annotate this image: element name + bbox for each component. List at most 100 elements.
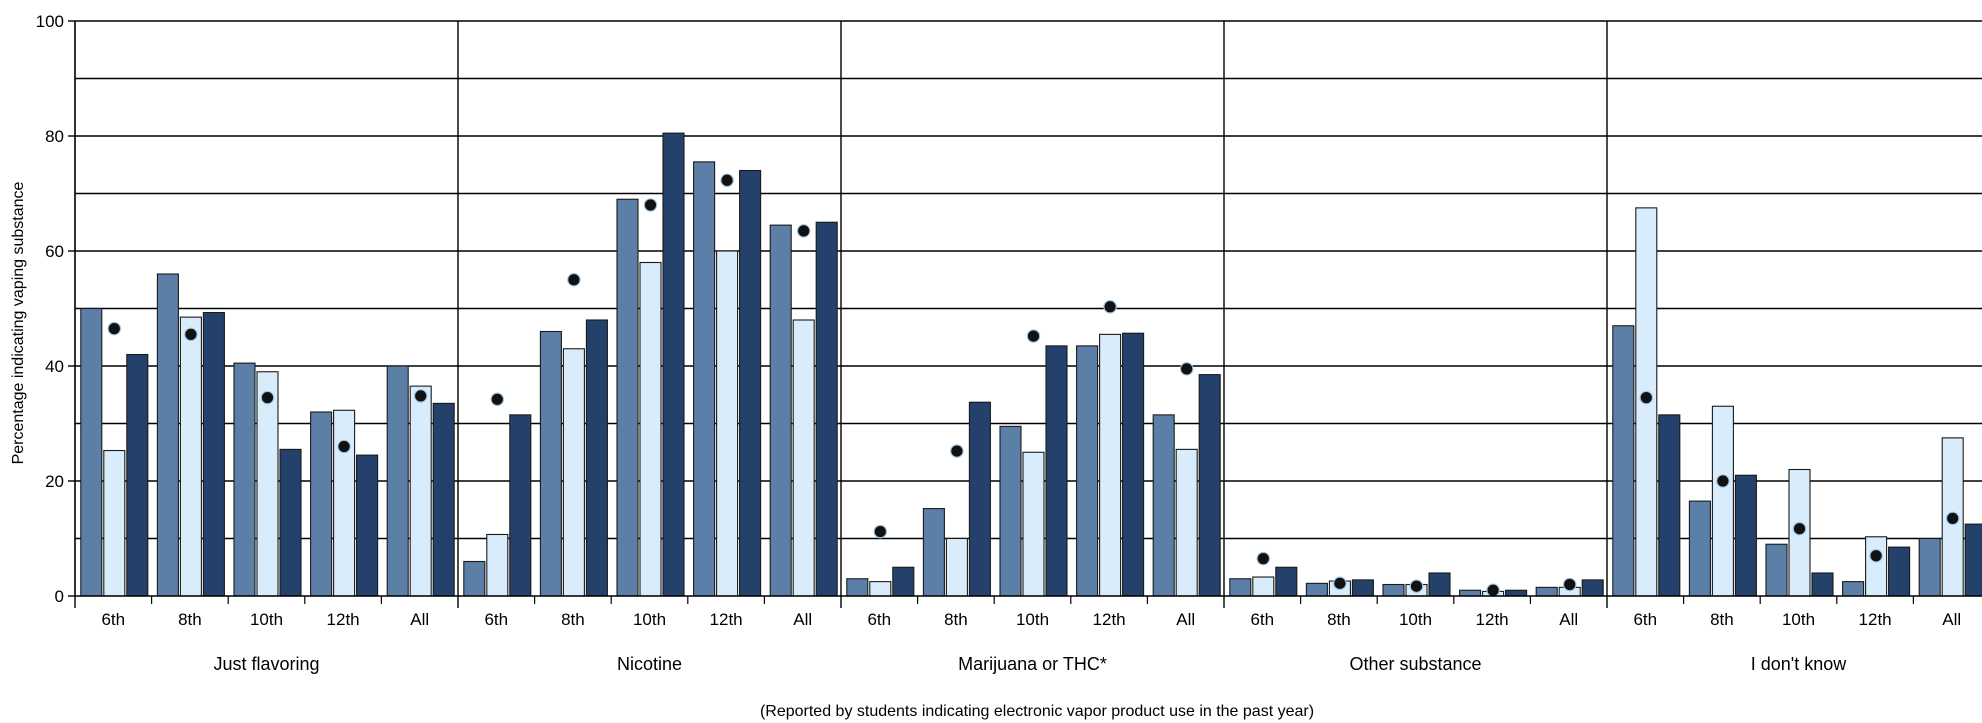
category-label: 12th <box>1093 610 1126 629</box>
category-label: 10th <box>1399 610 1432 629</box>
bar <box>1918 537 1941 597</box>
bar <box>922 508 945 597</box>
bar <box>1351 579 1374 597</box>
bar <box>1535 586 1558 597</box>
data-marker <box>1792 521 1807 536</box>
data-marker <box>643 198 658 212</box>
bar <box>1658 414 1681 597</box>
category-label: 12th <box>1476 610 1509 629</box>
bar <box>1175 448 1198 597</box>
bar <box>179 316 202 597</box>
bar <box>126 353 149 597</box>
bar <box>1152 414 1175 597</box>
y-tick-label: 60 <box>45 242 64 261</box>
chart-footnote: (Reported by students indicating electro… <box>760 703 1314 720</box>
bar <box>1076 345 1099 597</box>
bar <box>1275 566 1298 597</box>
bar <box>386 365 409 597</box>
bar <box>409 385 432 597</box>
y-axis-label: Percentage indicating vaping substance <box>10 181 27 464</box>
data-marker <box>1179 362 1194 376</box>
bar <box>562 348 585 597</box>
data-marker <box>184 327 198 342</box>
category-label: 6th <box>101 610 125 629</box>
bar <box>103 449 126 597</box>
bar <box>945 537 968 597</box>
bar <box>1964 523 1982 597</box>
bar <box>716 250 739 597</box>
category-label: 6th <box>1250 610 1274 629</box>
data-marker <box>490 392 505 407</box>
bar <box>1428 572 1451 597</box>
bar <box>1022 451 1045 597</box>
bar <box>968 401 991 597</box>
data-marker <box>950 444 964 458</box>
y-tick-label: 20 <box>45 472 64 491</box>
y-tick-label: 80 <box>45 127 64 146</box>
data-marker <box>796 224 811 238</box>
bar <box>892 566 915 597</box>
data-marker <box>1409 579 1424 594</box>
data-marker <box>873 524 888 539</box>
data-marker <box>413 389 428 403</box>
bar <box>256 371 279 597</box>
group-label: Marijuana or THC* <box>958 654 1107 674</box>
bar <box>815 221 838 597</box>
data-marker <box>1639 390 1654 405</box>
bar <box>662 132 685 597</box>
data-marker <box>1333 576 1347 591</box>
group-label: Just flavoring <box>213 654 319 674</box>
bars <box>80 132 1982 597</box>
category-label: 10th <box>250 610 283 629</box>
labels: 6th 8th 10th 12th All Just flavoring 6th 8th 10t… <box>101 610 1961 674</box>
bar <box>1888 546 1911 597</box>
axes: 0 20 40 60 80 100 <box>36 12 1982 608</box>
bar <box>80 307 103 597</box>
y-tick-label: 0 <box>55 587 64 606</box>
category-label: 8th <box>561 610 585 629</box>
bar <box>1765 543 1788 597</box>
category-label: 8th <box>1327 610 1351 629</box>
category-label: 8th <box>944 610 968 629</box>
bar <box>509 414 532 597</box>
y-tick-label: 40 <box>45 357 64 376</box>
bar <box>1505 589 1528 597</box>
bar <box>693 161 716 597</box>
bar <box>1099 333 1122 597</box>
data-marker <box>1562 577 1577 592</box>
category-label: 10th <box>1782 610 1815 629</box>
bar <box>432 402 455 597</box>
data-marker <box>1256 551 1271 566</box>
bar <box>202 311 225 597</box>
data-marker <box>107 321 122 336</box>
bar <box>792 319 815 597</box>
bar <box>769 224 792 597</box>
data-marker <box>1869 548 1883 563</box>
category-label: 12th <box>327 610 360 629</box>
category-label: All <box>410 610 429 629</box>
data-marker <box>337 439 351 454</box>
bar <box>1198 374 1221 597</box>
bar <box>1122 332 1145 597</box>
category-label: All <box>1942 610 1961 629</box>
bar <box>616 198 639 597</box>
bar <box>356 454 379 597</box>
category-label: 12th <box>710 610 743 629</box>
category-label: 8th <box>1710 610 1734 629</box>
bar <box>463 560 486 597</box>
bar <box>1382 583 1405 597</box>
category-label: 10th <box>1016 610 1049 629</box>
bar <box>1305 582 1328 597</box>
bar <box>310 411 333 597</box>
bar <box>1865 536 1888 597</box>
bar <box>1688 500 1711 597</box>
category-label: All <box>1176 610 1195 629</box>
bar <box>739 169 762 597</box>
bar <box>1711 405 1734 597</box>
data-marker <box>1486 583 1500 598</box>
group-label: I don't know <box>1751 654 1847 674</box>
data-marker <box>1103 299 1117 314</box>
bar <box>1612 325 1635 597</box>
category-label: 6th <box>484 610 508 629</box>
